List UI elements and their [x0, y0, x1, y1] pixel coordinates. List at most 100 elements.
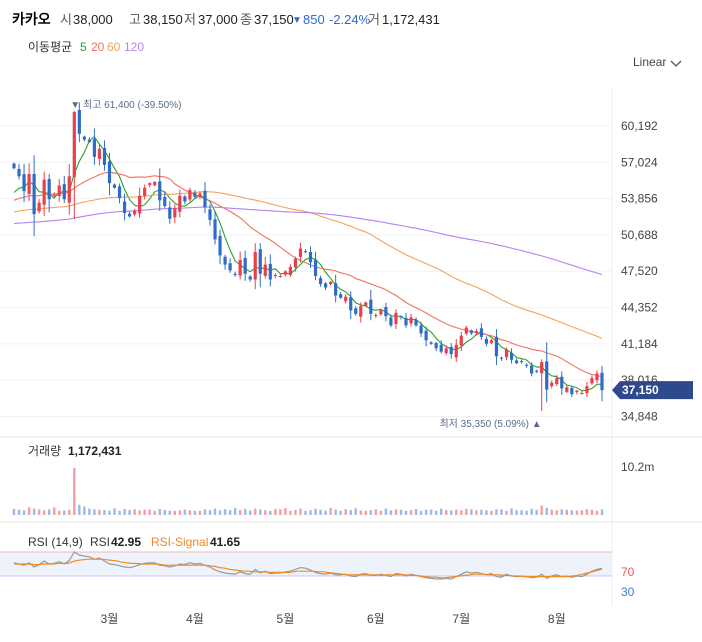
volume-bar — [93, 509, 96, 515]
scale-selector[interactable]: Linear — [633, 55, 682, 69]
volume-bar — [399, 509, 403, 515]
volume-bar — [419, 510, 423, 515]
candle-body — [469, 330, 473, 334]
candle-body — [107, 161, 112, 184]
low-label: 저 — [184, 12, 196, 27]
volume-bar — [228, 510, 232, 515]
volume-bar — [218, 510, 222, 515]
rsi-legend-value: 42.95 — [111, 535, 141, 549]
chevron-down-icon[interactable] — [670, 60, 682, 67]
volume-bar — [118, 510, 121, 515]
x-axis-tick: 7월 — [452, 612, 470, 626]
change-arrow-icon: ▼ — [292, 15, 302, 26]
volume-bar — [168, 510, 171, 515]
candle-body — [243, 257, 247, 274]
volume-bar — [12, 509, 16, 515]
ma-legend-60[interactable]: 60 — [107, 40, 121, 54]
x-axis-tick: 8월 — [548, 612, 566, 626]
candle-body — [590, 378, 594, 384]
x-axis-tick: 6월 — [367, 612, 385, 626]
volume-bar — [465, 508, 468, 515]
rsi-axis-tick-70: 70 — [621, 565, 635, 579]
volume-bar — [269, 510, 272, 515]
candle-body — [17, 168, 21, 177]
candle-body — [273, 274, 277, 277]
volume-bar — [490, 510, 493, 515]
volume-bar — [535, 509, 538, 515]
candle-body — [514, 360, 519, 364]
volume-bar — [455, 509, 458, 515]
stock-name: 카카오 — [12, 11, 51, 27]
rsi-signal-series — [14, 558, 603, 579]
volume-bar — [37, 509, 41, 515]
volume-bar — [530, 508, 533, 515]
volume-bar — [158, 509, 161, 515]
candle-body — [369, 299, 373, 314]
candle-body — [595, 373, 599, 381]
candle-body — [359, 305, 363, 317]
volume-bar — [17, 509, 21, 515]
volume-value: 1,172,431 — [382, 12, 440, 27]
current-price-badge-shape — [612, 381, 693, 400]
candle-body — [283, 271, 287, 275]
candle-body — [62, 184, 66, 200]
volume-bar — [58, 510, 61, 515]
ma-legend-5[interactable]: 5 — [80, 40, 87, 54]
volume-bar — [113, 508, 116, 515]
scale-selector-label[interactable]: Linear — [633, 55, 666, 69]
price-annotations: ▼ 최고 61,400 (-39.50%) 최저 35,350 (5.09%) ▲ — [70, 99, 541, 430]
candle-body — [122, 201, 127, 213]
price-axis-tick: 47,520 — [621, 264, 658, 278]
candle-body — [344, 296, 348, 302]
candle-body — [535, 370, 539, 372]
volume-bar — [108, 510, 111, 515]
volume-bar — [259, 509, 262, 515]
rsi-pane-label: RSI (14,9) — [28, 535, 83, 549]
candle-body — [37, 202, 41, 212]
candle-body — [293, 258, 298, 268]
candle-body — [464, 327, 468, 334]
volume-bar — [32, 508, 36, 515]
close-label: 종 — [240, 12, 252, 27]
candle-body — [509, 352, 514, 360]
volume-bar — [445, 510, 448, 515]
candle-body — [540, 362, 544, 374]
candle-body — [278, 276, 282, 278]
volume-bar — [47, 509, 51, 515]
ma-legend-120[interactable]: 120 — [124, 40, 144, 54]
volume-bar — [585, 509, 589, 515]
candle-body — [414, 320, 418, 326]
candle-body — [208, 209, 212, 220]
candle-body — [329, 281, 333, 285]
low-value: 37,000 — [198, 12, 238, 27]
candle-body — [384, 307, 388, 317]
volume-bar — [510, 508, 513, 515]
candle-body — [575, 390, 579, 393]
volume-bar — [78, 504, 81, 515]
ma-legend: 이동평균 5 20 60 120 — [28, 40, 144, 54]
candle-body — [489, 340, 494, 344]
candle-body — [560, 376, 564, 389]
volume-bar — [414, 509, 418, 515]
candle-body — [429, 342, 433, 344]
volume-bar — [515, 510, 518, 515]
price-axis-tick: 44,352 — [621, 301, 658, 315]
x-axis: 3월 4월 5월 6월 7월 8월 — [101, 612, 566, 626]
candle-body — [308, 251, 313, 263]
ma-legend-20[interactable]: 20 — [91, 40, 105, 54]
candle-body — [163, 196, 167, 207]
volume-bar — [299, 508, 302, 515]
volume-bar — [143, 509, 146, 515]
candle-body — [153, 182, 157, 186]
volume-bar — [600, 509, 604, 515]
candle-body — [42, 179, 46, 205]
volume-bar — [450, 510, 453, 515]
candle-body — [112, 184, 117, 188]
ma-line-60 — [13, 191, 603, 339]
candle-body — [183, 196, 187, 202]
volume-bar — [274, 509, 277, 515]
volume-bar — [575, 510, 579, 515]
candle-body — [454, 344, 458, 358]
volume-bar — [68, 509, 71, 515]
candle-body — [318, 278, 323, 285]
